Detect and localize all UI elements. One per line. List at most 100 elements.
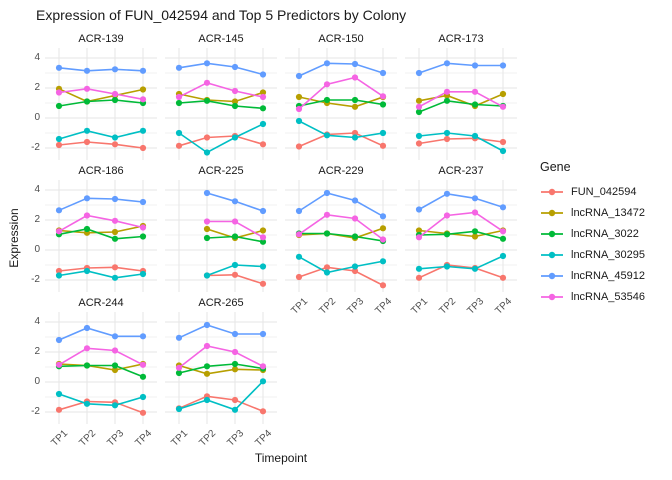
series-line-FUN_042594: [178, 135, 264, 147]
data-point: [499, 138, 507, 146]
legend-key-point: [548, 293, 556, 300]
data-point: [111, 333, 119, 340]
data-point: [111, 195, 119, 203]
facet-panel: [165, 48, 277, 160]
data-point: [175, 99, 183, 107]
data-point: [499, 62, 507, 69]
data-point: [111, 235, 119, 242]
legend-key-point: [548, 188, 556, 195]
data-point: [415, 140, 423, 147]
data-point: [499, 235, 507, 242]
data-point: [323, 264, 331, 271]
data-point: [295, 72, 303, 80]
facet-panel: [405, 180, 517, 292]
data-point: [443, 212, 451, 219]
legend-entry: lncRNA_53546: [540, 286, 645, 307]
x-tick-label: TP3: [105, 428, 126, 449]
data-point: [323, 189, 331, 197]
legend-entry: lncRNA_13472: [540, 202, 645, 223]
legend-entry-label: lncRNA_53546: [571, 290, 645, 303]
data-point: [259, 227, 267, 234]
data-point: [499, 103, 507, 110]
x-tick-label: TP2: [197, 428, 218, 449]
data-point: [323, 230, 331, 237]
series-line-lncRNA_3022: [298, 232, 384, 242]
series-line-lncRNA_45912: [178, 324, 264, 339]
data-point: [379, 282, 387, 289]
data-point: [83, 195, 91, 202]
legend-entry-label: lncRNA_45912: [571, 269, 645, 282]
x-tick-label: TP2: [437, 296, 458, 317]
data-point: [351, 129, 359, 137]
legend-key-icon: [541, 272, 563, 279]
y-tick-label: 4: [34, 184, 40, 195]
data-point: [415, 265, 423, 272]
series-line-lncRNA_3022: [58, 99, 144, 107]
data-point: [111, 141, 119, 148]
legend-key-icon: [541, 293, 563, 300]
facet-strip-label: ACR-173: [438, 33, 484, 45]
legend-entry: lncRNA_45912: [540, 265, 645, 286]
series-line-lncRNA_45912: [298, 192, 384, 218]
x-tick-label: TP3: [225, 428, 246, 449]
series-line-lncRNA_53546: [58, 214, 144, 233]
x-tick-label: TP1: [409, 296, 430, 317]
x-tick-label: TP1: [49, 428, 70, 449]
data-point: [259, 93, 267, 101]
x-tick-label: TP2: [317, 296, 338, 317]
data-point: [55, 390, 63, 398]
facet-strip-label: ACR-265: [198, 297, 244, 309]
data-point: [443, 135, 451, 143]
series-line-lncRNA_53546: [298, 76, 384, 110]
data-point: [499, 147, 507, 155]
data-point: [231, 271, 239, 278]
data-point: [139, 373, 147, 380]
data-point: [259, 141, 267, 148]
facet-panel: [45, 312, 157, 424]
series-line-FUN_042594: [418, 264, 504, 279]
data-point: [231, 396, 239, 404]
data-point: [175, 369, 183, 377]
data-point: [203, 363, 211, 370]
data-point: [351, 263, 359, 270]
data-point: [203, 225, 211, 233]
data-point: [259, 120, 267, 128]
series-line-FUN_042594: [298, 132, 384, 148]
series-line-lncRNA_45912: [58, 197, 144, 212]
series-line-lncRNA_30295: [298, 120, 384, 139]
series-line-lncRNA_45912: [58, 327, 144, 341]
data-point: [83, 267, 91, 275]
data-point: [259, 89, 267, 96]
data-point: [139, 86, 147, 93]
data-point: [231, 348, 239, 356]
y-tick-label: 4: [34, 52, 40, 63]
data-point: [55, 64, 63, 71]
series-line-lncRNA_45912: [178, 62, 264, 76]
series-line-lncRNA_30295: [298, 256, 384, 274]
data-point: [415, 103, 423, 110]
data-point: [351, 96, 359, 104]
series-line-lncRNA_13472: [58, 88, 144, 103]
data-point: [111, 96, 119, 104]
data-point: [231, 87, 239, 95]
legend-entry-label: lncRNA_13472: [571, 206, 645, 219]
data-point: [83, 345, 91, 352]
data-point: [83, 362, 91, 369]
data-point: [175, 129, 183, 137]
data-point: [175, 64, 183, 71]
series-line-lncRNA_53546: [418, 211, 504, 239]
y-axis-title: Expression: [7, 208, 21, 268]
data-point: [203, 134, 211, 141]
data-point: [415, 274, 423, 281]
series-line-FUN_042594: [418, 137, 504, 145]
legend-key-icon: [541, 188, 563, 195]
data-point: [111, 347, 119, 354]
data-point: [415, 69, 423, 77]
facet-panel: [45, 180, 157, 292]
data-point: [379, 213, 387, 220]
data-point: [111, 362, 119, 369]
data-point: [259, 263, 267, 270]
data-point: [231, 366, 239, 373]
data-point: [443, 60, 451, 67]
